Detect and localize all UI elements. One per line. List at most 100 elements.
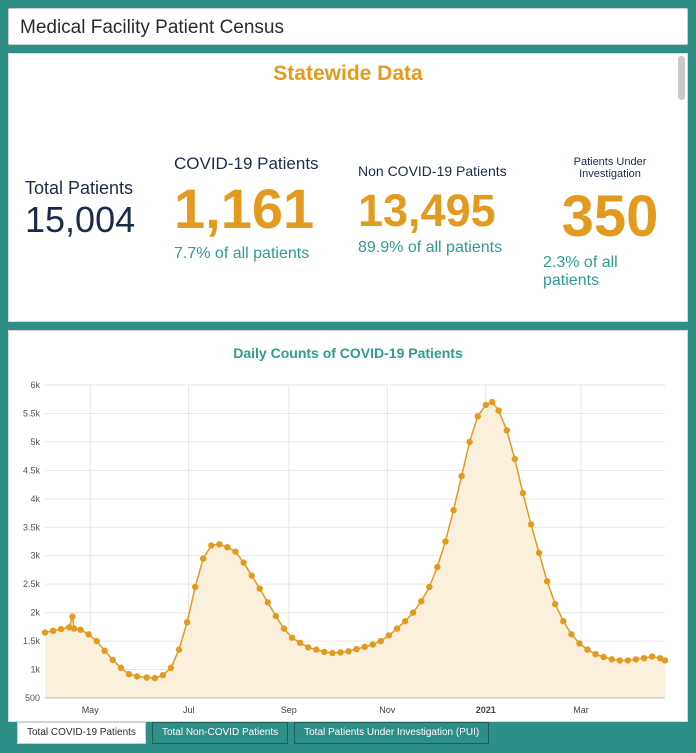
x-tick-label: Nov [379,705,396,715]
y-tick-label: 4k [30,494,40,504]
data-point [272,612,280,620]
y-tick-label: 1.5k [23,636,41,646]
data-point [256,585,263,592]
non-covid-patients-label: Non COVID-19 Patients [358,163,507,179]
data-point [608,656,615,663]
data-point [305,644,312,651]
data-point [543,578,551,585]
data-point [224,544,231,551]
data-point [109,656,117,664]
x-tick-label: Mar [573,705,589,715]
data-point [584,646,591,653]
data-point [474,413,481,420]
data-point [264,599,271,606]
data-point [640,655,648,662]
y-tick-label: 6k [30,380,40,390]
data-point [200,555,207,562]
data-point [216,541,223,548]
non-covid-patients-block: Non COVID-19 Patients 13,495 89.9% of al… [358,163,507,257]
data-point [385,632,393,639]
data-point [232,548,239,555]
tab-total-covid-patients[interactable]: Total COVID-19 Patients [17,722,146,744]
data-point [482,401,489,409]
y-tick-label: 3k [30,551,40,561]
y-tick-label: 3.5k [23,522,41,532]
data-point [248,572,255,579]
series-area [45,402,665,698]
data-point [442,538,449,545]
data-point [329,649,336,657]
data-point [503,427,510,434]
statewide-heading: Statewide Data [273,62,423,85]
data-point [70,625,78,632]
covid-patients-pct: 7.7% of all patients [174,245,310,262]
y-tick-label: 2.5k [23,579,41,589]
data-point [535,549,543,557]
data-point [624,657,632,664]
data-point [345,648,352,655]
pui-block: Patients Under Investigation 350 2.3% of… [543,156,677,290]
non-covid-patients-pct: 89.9% of all patients [358,239,503,256]
y-tick-label: 5k [30,437,40,447]
data-point [337,649,344,656]
data-point [489,398,496,406]
data-point [576,640,583,647]
data-point [466,438,473,446]
covid-patients-value: 1,161 [174,177,315,240]
tab-total-non-covid-patients[interactable]: Total Non-COVID Patients [151,722,289,744]
data-point [369,641,376,648]
data-point [296,639,304,646]
data-point [183,619,191,626]
y-tick-label: 1k [30,665,40,675]
y-tick-label: 500 [25,693,40,703]
pui-value: 350 [561,184,659,249]
data-point [321,648,328,656]
data-point [93,637,100,645]
data-point [418,598,425,605]
tab-total-pui[interactable]: Total Patients Under Investigation (PUI) [294,722,490,744]
data-point [101,647,108,654]
data-point [657,655,664,662]
x-tick-label: May [82,705,100,715]
data-point [401,618,409,625]
data-point [66,624,73,631]
chart-panel: Daily Counts of COVID-19 Patients 500 1k 1… [8,330,688,722]
data-point [49,627,57,634]
data-point [313,646,320,653]
data-point [151,674,158,682]
data-point [458,472,465,480]
title-bar: Medical Facility Patient Census [8,8,688,45]
data-point [288,634,296,641]
data-point [167,664,175,671]
total-patients-block: Total Patients 15,004 [25,178,135,241]
x-tick-label: Sep [281,705,297,715]
x-tick-label: 2021 [476,705,496,715]
data-point [519,489,527,497]
data-point [409,609,417,616]
data-point [280,625,288,632]
data-point [600,653,607,661]
data-point [57,625,65,633]
data-point [133,673,141,680]
data-point [552,600,559,608]
x-tick-label: Jul [183,705,195,715]
data-point [125,670,133,678]
non-covid-patients-value: 13,495 [358,185,496,236]
covid-patients-block: COVID-19 Patients 1,161 7.7% of all pati… [174,154,319,263]
data-point [85,631,92,638]
data-point [41,629,49,636]
stats-panel: Statewide Data Total Patients 15,004 COV… [8,53,688,322]
data-point [434,563,441,571]
data-point [361,643,368,650]
data-point [353,645,360,653]
data-point [568,631,575,638]
data-point [648,653,656,660]
y-tick-label: 4.5k [23,465,41,475]
data-point [77,626,84,633]
data-point [592,651,599,658]
data-point [511,455,518,463]
chart-title: Daily Counts of COVID-19 Patients [233,345,463,361]
covid-patients-label: COVID-19 Patients [174,154,319,173]
scrollbar[interactable] [678,56,685,100]
data-point [616,657,623,664]
